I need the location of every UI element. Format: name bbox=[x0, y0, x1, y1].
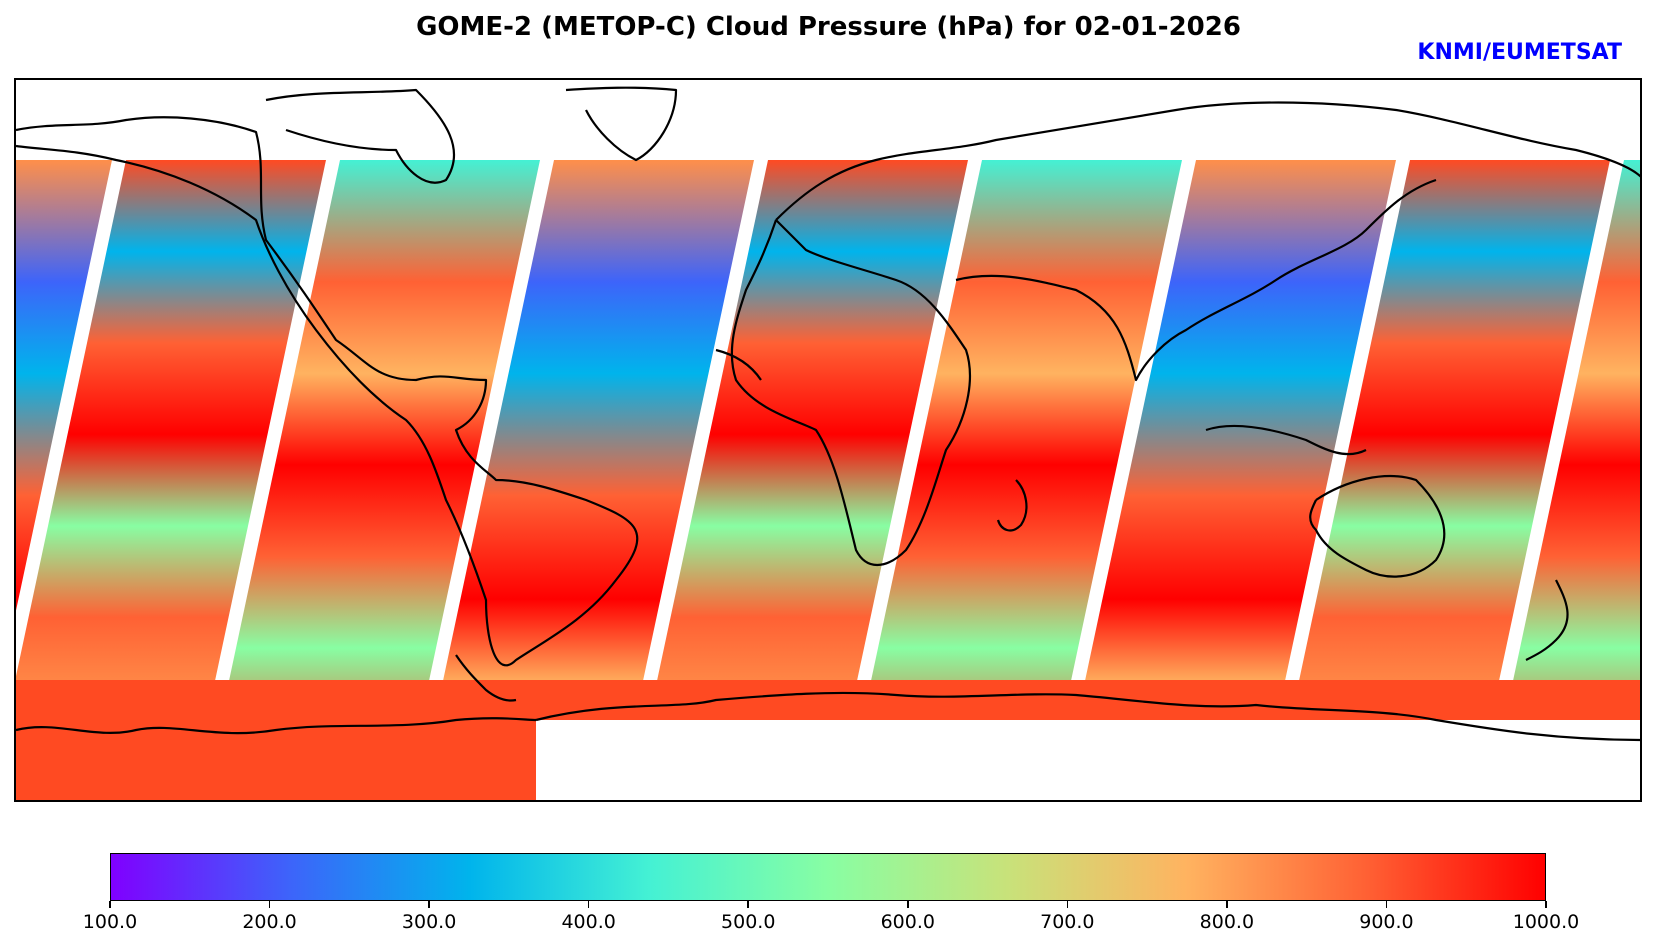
colorbar-tick-label: 800.0 bbox=[1199, 911, 1255, 933]
colorbar-tick-label: 200.0 bbox=[242, 911, 297, 933]
orbit-swath bbox=[210, 160, 540, 770]
colorbar-tick-mark bbox=[428, 901, 430, 908]
colorbar-tick-mark bbox=[1226, 901, 1228, 908]
orbit-swath bbox=[638, 160, 968, 770]
orbit-swath bbox=[424, 160, 754, 770]
colorbar-tick-label: 300.0 bbox=[401, 911, 457, 933]
swath-data-layer bbox=[16, 160, 1640, 800]
colorbar-tick-mark bbox=[1066, 901, 1069, 908]
orbit-swath bbox=[852, 160, 1182, 770]
orbit-swath bbox=[1066, 160, 1396, 770]
colorbar-tick-mark bbox=[268, 901, 271, 908]
antarctica-no-data bbox=[536, 720, 1640, 800]
colorbar bbox=[110, 853, 1546, 901]
colorbar-tick-label: 1000.0 bbox=[1512, 911, 1580, 933]
colorbar-tick-label: 700.0 bbox=[1040, 911, 1095, 933]
orbit-swath bbox=[1280, 160, 1610, 770]
orbit-swath bbox=[16, 160, 112, 611]
colorbar-tick-label: 100.0 bbox=[82, 911, 138, 933]
colorbar-tick-mark bbox=[587, 901, 590, 908]
colorbar-tick-mark bbox=[109, 901, 111, 908]
colorbar-tick-label: 600.0 bbox=[880, 911, 935, 933]
colorbar-tick-mark bbox=[907, 901, 909, 908]
map-panel bbox=[14, 78, 1642, 802]
colorbar-tick-label: 900.0 bbox=[1359, 911, 1414, 933]
credit-label: KNMI/EUMETSAT bbox=[1417, 40, 1622, 65]
colorbar-tick-mark bbox=[1385, 901, 1388, 908]
colorbar-tick-mark bbox=[747, 901, 749, 908]
orbit-swath bbox=[1494, 160, 1640, 770]
orbit-swath bbox=[16, 160, 326, 770]
cloud-pressure-map bbox=[16, 86, 1640, 800]
colorbar-tick-label: 500.0 bbox=[721, 911, 776, 933]
map-title: GOME-2 (METOP-C) Cloud Pressure (hPa) fo… bbox=[416, 12, 1241, 42]
coastline-layer bbox=[16, 86, 1640, 742]
colorbar-tick-mark bbox=[1545, 901, 1547, 908]
colorbar-tick-label: 400.0 bbox=[561, 911, 616, 933]
